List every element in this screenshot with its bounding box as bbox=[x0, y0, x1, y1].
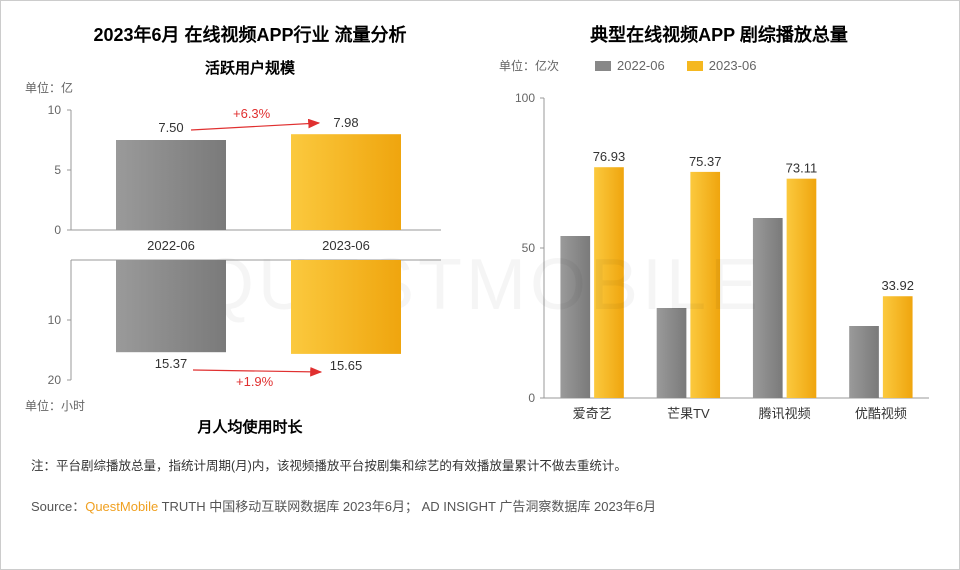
source-line: Source：QuestMobile TRUTH 中国移动互联网数据库 2023… bbox=[1, 496, 959, 515]
bar-2022-06-优酷视频 bbox=[849, 326, 879, 398]
top-ytick-10: 10 bbox=[48, 103, 62, 117]
cat-label-2: 腾讯视频 bbox=[759, 406, 811, 421]
r-ytick-50: 50 bbox=[522, 241, 536, 255]
top-val-2022: 7.50 bbox=[158, 120, 183, 135]
cat-label-3: 优酷视频 bbox=[855, 406, 907, 421]
right-panel: 典型在线视频APP 剧综播放总量 单位：亿次 2022-06 2023-06 bbox=[479, 21, 939, 443]
bot-ytick-10: 10 bbox=[48, 313, 62, 327]
source-rest: TRUTH 中国移动互联网数据库 2023年6月； AD INSIGHT 广告洞… bbox=[158, 499, 656, 514]
bot-delta-arrow bbox=[193, 370, 321, 372]
top-bar-2022 bbox=[116, 140, 226, 230]
bot-delta-label: +1.9% bbox=[236, 374, 274, 389]
bar-2022-06-爱奇艺 bbox=[560, 236, 590, 398]
top-ytick-0: 0 bbox=[54, 223, 61, 237]
top-chart-subtitle: 活跃用户规模 bbox=[21, 57, 479, 78]
main-container: 2023年6月 在线视频APP行业 流量分析 活跃用户规模 单位：亿 bbox=[1, 1, 959, 443]
top-val-2023: 7.98 bbox=[333, 115, 358, 130]
top-delta-label: +6.3% bbox=[233, 106, 271, 121]
bot-bar-2023 bbox=[291, 260, 401, 354]
cat-label-1: 芒果TV bbox=[667, 406, 710, 421]
top-chart-unit: 单位：亿 bbox=[25, 79, 73, 96]
right-grouped-chart: 100 50 0 76.93 75.37 73.11 33.92 爱奇艺 芒果TV 腾讯视… bbox=[499, 78, 939, 438]
top-ytick-5: 5 bbox=[54, 163, 61, 177]
right-legend: 单位：亿次 2022-06 2023-06 bbox=[499, 57, 939, 74]
val-label-优酷视频: 33.92 bbox=[881, 278, 914, 293]
footnote: 注：平台剧综播放总量，指统计周期(月)内，该视频播放平台按剧集和综艺的有效播放量… bbox=[1, 455, 959, 474]
bar-2023-06-腾讯视频 bbox=[787, 179, 817, 398]
bot-ytick-20: 20 bbox=[48, 373, 62, 387]
bot-val-2022: 15.37 bbox=[155, 356, 188, 371]
val-label-爱奇艺: 76.93 bbox=[593, 149, 626, 164]
bar-2023-06-优酷视频 bbox=[883, 296, 913, 398]
r-ytick-100: 100 bbox=[515, 91, 535, 105]
legend-label-2023: 2023-06 bbox=[709, 58, 757, 73]
left-combined-chart: 10 5 0 7.50 7.98 +6.3% 2022-06 2023-06 bbox=[21, 80, 461, 410]
cat-label-0: 爱奇艺 bbox=[573, 406, 612, 421]
bot-val-2023: 15.65 bbox=[330, 358, 363, 373]
val-label-芒果TV: 75.37 bbox=[689, 154, 722, 169]
bar-2023-06-爱奇艺 bbox=[594, 167, 624, 398]
top-delta-arrow bbox=[191, 123, 319, 130]
bar-2022-06-芒果TV bbox=[657, 308, 687, 398]
bar-2023-06-芒果TV bbox=[690, 172, 720, 398]
right-unit: 单位：亿次 bbox=[499, 57, 559, 74]
bar-2022-06-腾讯视频 bbox=[753, 218, 783, 398]
source-prefix: Source： bbox=[31, 499, 85, 514]
cat-2023: 2023-06 bbox=[322, 238, 370, 253]
r-ytick-0: 0 bbox=[528, 391, 535, 405]
val-label-腾讯视频: 73.11 bbox=[786, 161, 818, 176]
top-bar-2023 bbox=[291, 134, 401, 230]
legend-label-2022: 2022-06 bbox=[617, 58, 665, 73]
left-panel: 2023年6月 在线视频APP行业 流量分析 活跃用户规模 单位：亿 bbox=[21, 21, 479, 443]
bot-bar-2022 bbox=[116, 260, 226, 352]
right-title: 典型在线视频APP 剧综播放总量 bbox=[499, 21, 939, 47]
cat-2022: 2022-06 bbox=[147, 238, 195, 253]
legend-swatch-2022 bbox=[595, 61, 611, 71]
source-brand: QuestMobile bbox=[85, 499, 158, 514]
legend-swatch-2023 bbox=[687, 61, 703, 71]
left-title: 2023年6月 在线视频APP行业 流量分析 bbox=[21, 21, 479, 47]
bottom-chart-subtitle: 月人均使用时长 bbox=[21, 416, 479, 437]
